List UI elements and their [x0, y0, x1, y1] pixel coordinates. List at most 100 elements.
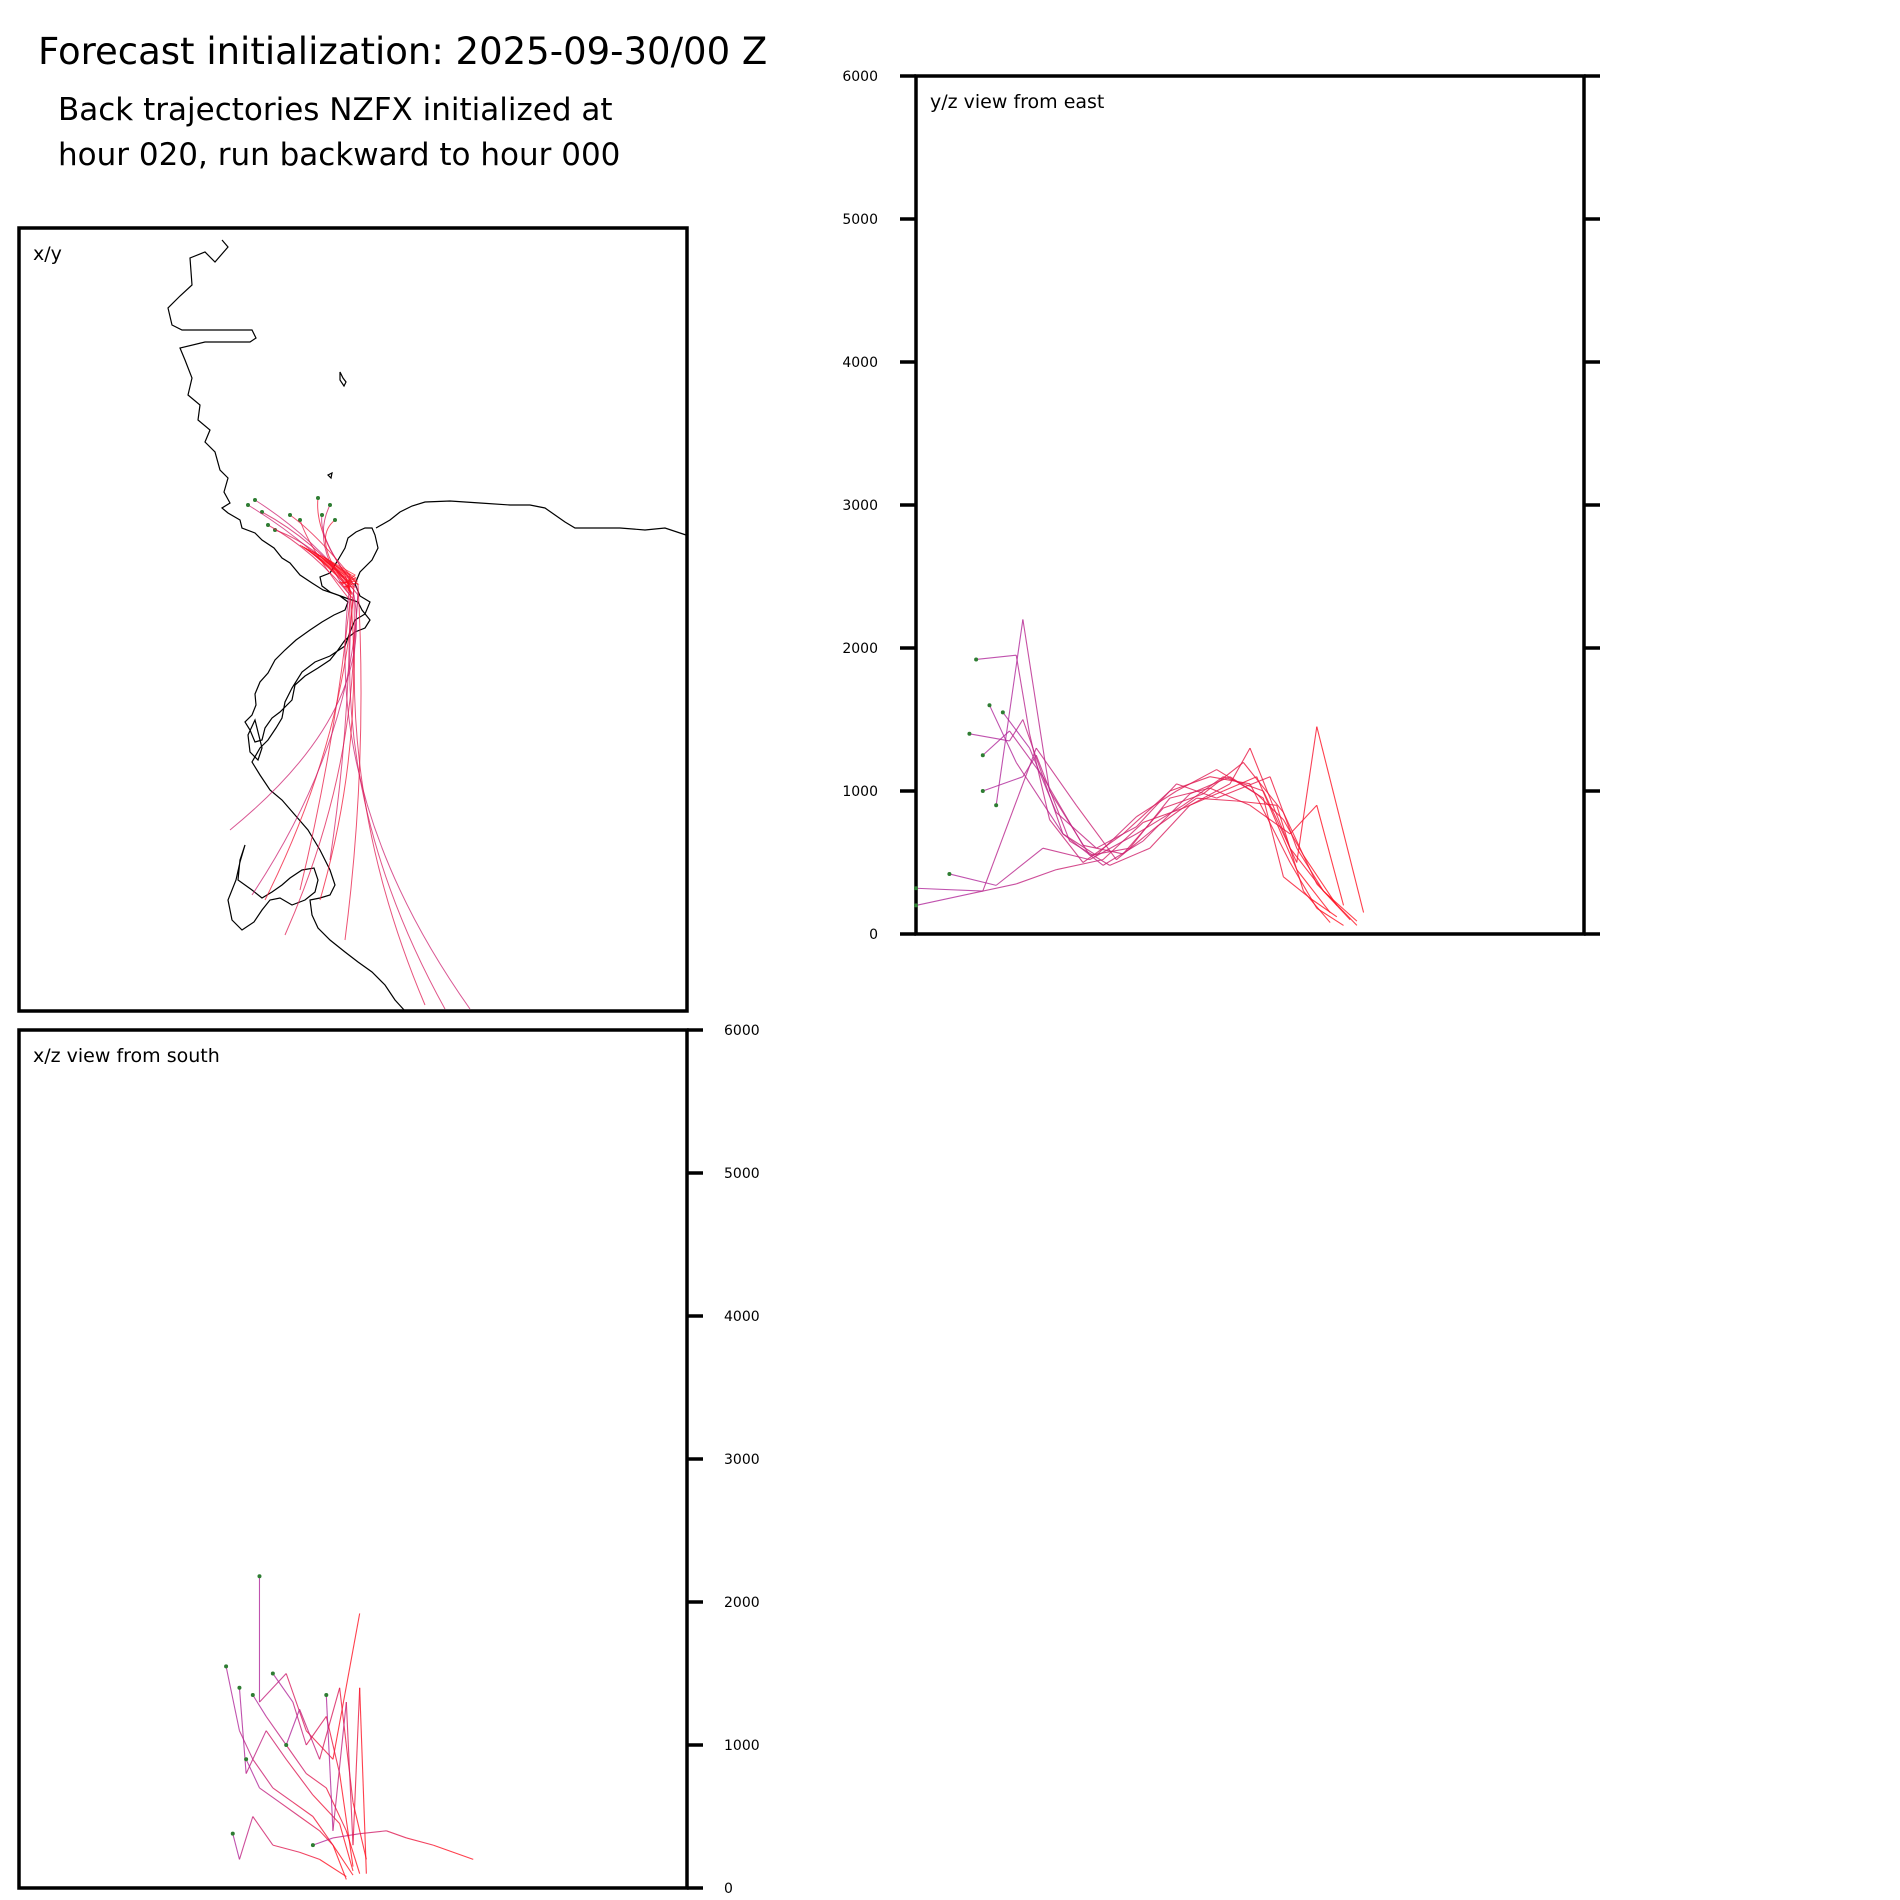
yz-trajectory-start-marker [994, 803, 999, 808]
xz-trajectory-segment [305, 1730, 334, 1760]
yz-trajectory-segment [1109, 847, 1151, 866]
xz-trajectory-segment [259, 1787, 280, 1803]
yz-trajectory-segment [1049, 819, 1084, 863]
xz-ytick-label: 1000 [724, 1738, 760, 1754]
yz-trajectory-start-marker [980, 789, 985, 793]
panel-xy: x/y [17, 226, 689, 1013]
yz-trajectory-segment [1242, 762, 1284, 813]
xy-trajectory-start-marker [333, 518, 337, 522]
xz-trajectory-segment [332, 1844, 347, 1880]
yz-trajectory-segment [1182, 790, 1224, 809]
xy-trajectory-start-marker [320, 513, 324, 517]
xz-trajectory-segment [272, 1844, 300, 1853]
yz-trajectory-segment [969, 883, 1017, 895]
xz-trajectory-segment [332, 1702, 347, 1831]
xz-trajectory-start-marker [310, 1843, 315, 1848]
yz-trajectory-segment [1223, 776, 1264, 792]
yz-trajectory-segment [1069, 840, 1111, 866]
trajectories-xz [224, 1574, 474, 1880]
yz-trajectory-segment [1122, 790, 1171, 835]
xz-trajectory-segment [299, 1709, 321, 1760]
yz-ytick-label: 2000 [842, 641, 878, 657]
yz-trajectory-segment [1309, 897, 1338, 918]
xz-trajectory-segment [325, 1787, 347, 1832]
xz-trajectory-segment [352, 1802, 367, 1860]
yz-trajectory-segment [982, 730, 1010, 756]
yz-trajectory-segment [1289, 862, 1318, 909]
xz-trajectory-segment [252, 1758, 274, 1789]
yz-trajectory-segment [1055, 812, 1097, 849]
yz-trajectory-segment [1316, 907, 1344, 926]
xz-trajectory-segment [319, 1830, 334, 1846]
trajectories-yz [914, 619, 1365, 926]
xz-trajectory-segment [359, 1687, 367, 1874]
xz-trajectory-segment [252, 1694, 267, 1717]
yz-trajectory-segment [1042, 847, 1090, 861]
yz-trajectory-segment [949, 873, 997, 886]
xz-trajectory-segment [259, 1673, 287, 1703]
yz-trajectory-segment [915, 887, 983, 892]
xz-trajectory-start-marker [224, 1664, 229, 1669]
xz-trajectory-segment [232, 1833, 240, 1860]
xz-trajectory-segment [332, 1613, 361, 1760]
xz-trajectory-segment [292, 1801, 314, 1817]
yz-trajectory-segment [1262, 798, 1284, 877]
xz-trajectory-segment [332, 1844, 354, 1876]
xz-trajectory-segment [319, 1858, 347, 1878]
yz-trajectory-segment [982, 747, 1037, 892]
yz-trajectory-segment [1009, 730, 1044, 778]
yz-trajectory-segment [1282, 819, 1304, 856]
page-title: Forecast initialization: 2025-09-30/00 Z [38, 30, 768, 73]
xz-trajectory-segment [339, 1687, 354, 1803]
yz-trajectory-segment [1156, 797, 1197, 828]
yz-trajectory-segment [969, 733, 1010, 742]
yz-trajectory-segment [1136, 804, 1184, 835]
yz-trajectory-segment [1249, 804, 1291, 835]
subtitle-line-2: hour 020, run backward to hour 000 [58, 137, 621, 173]
yz-trajectory-segment [1102, 840, 1144, 866]
xy-trajectory-start-marker [298, 518, 302, 522]
xy-trajectory-start-marker [288, 513, 292, 517]
xz-trajectory-segment [339, 1823, 354, 1871]
yz-ytick-label: 1000 [842, 784, 878, 800]
xy-trajectory [229, 504, 357, 831]
yz-trajectory-segment [1296, 869, 1331, 913]
xz-trajectory-segment [386, 1830, 407, 1839]
yz-ytick-label: 3000 [842, 498, 878, 514]
xz-trajectory-segment [325, 1716, 341, 1774]
xz-ytick-label: 5000 [724, 1166, 760, 1182]
xz-trajectory-segment [285, 1758, 314, 1796]
xz-trajectory-segment [352, 1687, 361, 1846]
xy-trajectory-start-marker [253, 498, 257, 502]
panel-yz-label: y/z view from east [930, 91, 1104, 113]
xz-trajectory-segment [305, 1773, 327, 1789]
yz-trajectory-segment [1296, 726, 1318, 863]
yz-ytick-label: 0 [869, 927, 878, 943]
yz-trajectory-segment [1016, 869, 1057, 885]
xz-trajectory-segment [312, 1816, 334, 1846]
yz-trajectory-segment [1035, 755, 1071, 842]
xz-trajectory-segment [339, 1773, 354, 1867]
yz-trajectory-segment [1096, 826, 1137, 849]
xz-trajectory-segment [299, 1816, 320, 1832]
xz-trajectory-segment [312, 1794, 341, 1825]
xy-trajectory-knot [325, 557, 360, 585]
xz-trajectory-segment [319, 1687, 341, 1760]
yz-trajectory-segment [1249, 747, 1291, 849]
yz-trajectory-segment [1089, 847, 1130, 856]
yz-trajectory-segment [1229, 776, 1257, 795]
yz-trajectory-segment [1035, 747, 1077, 806]
yz-trajectory-segment [1182, 776, 1224, 806]
panel-xz: x/z view from south 0 1000 2000 3000 4000 500… [17, 1023, 760, 1897]
xz-trajectory-start-marker [244, 1757, 249, 1762]
yz-trajectory-segment [1256, 793, 1284, 820]
yz-trajectory-segment [1049, 790, 1091, 856]
yz-trajectory-segment [1189, 783, 1231, 806]
xz-trajectory-start-marker [250, 1692, 255, 1697]
xy-trajectory [274, 529, 426, 1006]
panel-xz-label: x/z view from south [33, 1045, 220, 1067]
yz-trajectory-segment [1296, 847, 1324, 892]
yz-trajectory-segment [1323, 890, 1358, 922]
xz-trajectory-segment [305, 1716, 327, 1746]
yz-trajectory-segment [1262, 790, 1298, 863]
